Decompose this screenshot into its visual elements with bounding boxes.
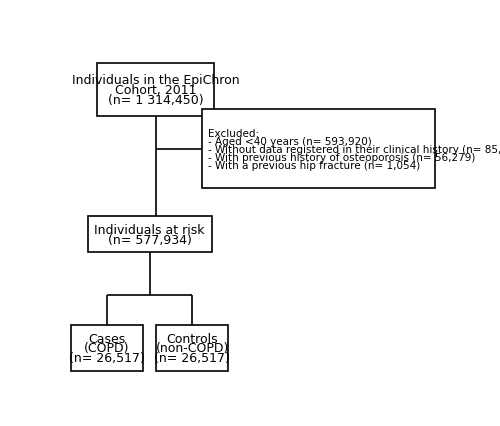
Text: Controls: Controls (166, 332, 218, 345)
Bar (156, 325, 228, 371)
Text: - With previous history of osteoporosis (n= 56,279): - With previous history of osteoporosis … (208, 153, 475, 163)
Text: Individuals at risk: Individuals at risk (94, 224, 205, 236)
Text: Cases: Cases (88, 332, 126, 345)
Text: (COPD): (COPD) (84, 342, 130, 354)
Text: Excluded:: Excluded: (208, 128, 259, 138)
Text: - Without data registered in their clinical history (n= 85,384): - Without data registered in their clini… (208, 144, 500, 155)
Text: - With a previous hip fracture (n= 1,054): - With a previous hip fracture (n= 1,054… (208, 161, 420, 171)
Bar (98, 64, 214, 117)
Bar (88, 217, 212, 253)
Text: (non-COPD): (non-COPD) (156, 342, 229, 354)
Text: (n= 1 314,450): (n= 1 314,450) (108, 94, 204, 106)
Text: (n= 577,934): (n= 577,934) (108, 233, 192, 246)
Text: (n= 26,517): (n= 26,517) (154, 351, 230, 364)
Text: Individuals in the EpiChron: Individuals in the EpiChron (72, 74, 239, 87)
Bar (71, 325, 143, 371)
Text: Cohort, 2011: Cohort, 2011 (115, 84, 196, 97)
Text: - Aged <40 years (n= 593,920): - Aged <40 years (n= 593,920) (208, 136, 372, 147)
Bar (202, 110, 434, 189)
Text: (n= 26,517): (n= 26,517) (69, 351, 145, 364)
